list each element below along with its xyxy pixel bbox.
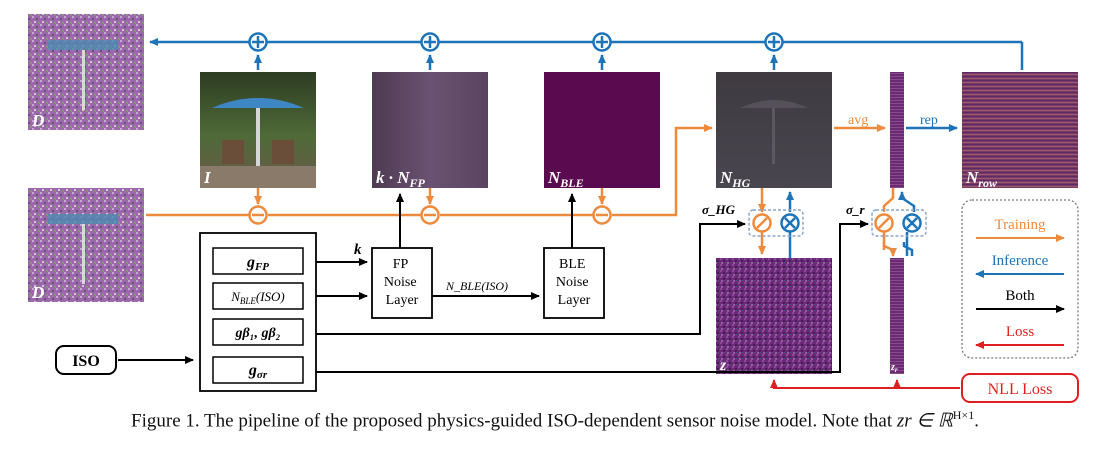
image-kNFP-label: k · NFP bbox=[376, 168, 426, 190]
param-gbeta: gβ₁, gβ₂ bbox=[212, 318, 304, 346]
plus-icon bbox=[592, 32, 612, 52]
params-box: gFP NBLE(ISO) gβ₁, gβ₂ gσr bbox=[199, 232, 317, 392]
param-gsigma: gσr bbox=[212, 356, 304, 384]
image-column-bar-top bbox=[890, 72, 904, 188]
divide-icon bbox=[752, 213, 772, 233]
svg-text:NLL Loss: NLL Loss bbox=[988, 381, 1053, 398]
edge-label-sigma-r: σ_r bbox=[846, 202, 866, 217]
image-zr: zr bbox=[890, 258, 904, 374]
edge-label-avg: avg bbox=[848, 113, 868, 128]
image-D-top-label: D bbox=[31, 111, 44, 130]
svg-text:BLE Noise Layer: BLE Noise Layer bbox=[556, 257, 592, 308]
image-D-top: D bbox=[28, 14, 144, 130]
image-kNFP: k · NFP bbox=[372, 72, 488, 190]
image-I: I bbox=[200, 72, 316, 188]
plus-icon bbox=[420, 32, 440, 52]
fp-noise-layer: FP Noise Layer bbox=[371, 247, 433, 319]
edge-label-nble-iso: N_BLE(ISO) bbox=[445, 279, 508, 293]
inference-top-line bbox=[149, 38, 1024, 70]
image-z-label: z bbox=[719, 357, 727, 374]
figure-caption: Figure 1. The pipeline of the proposed p… bbox=[131, 408, 979, 432]
image-D-bottom-label: D bbox=[31, 283, 44, 302]
multiply-icon bbox=[902, 213, 922, 233]
edge-label-k: k bbox=[354, 242, 362, 258]
svg-text:FP Noise Layer: FP Noise Layer bbox=[384, 257, 420, 308]
op-group-hg bbox=[748, 209, 804, 237]
legend-training: Training bbox=[994, 217, 1046, 233]
edge-label-rep: rep bbox=[920, 113, 938, 128]
image-Nrow-label: Nrow bbox=[965, 168, 998, 190]
nll-loss-box: NLL Loss bbox=[961, 373, 1079, 403]
legend: Training Inference Both Loss bbox=[961, 199, 1079, 359]
minus-icon bbox=[420, 205, 440, 225]
image-NHG: NHG bbox=[716, 72, 832, 190]
minus-icon bbox=[248, 205, 268, 225]
param-gFP: gFP bbox=[212, 247, 304, 275]
image-D-bottom: D bbox=[28, 188, 144, 302]
image-NBLE: NBLE bbox=[544, 72, 660, 190]
image-NBLE-label: NBLE bbox=[547, 168, 584, 190]
edge-label-sigma-hg: σ_HG bbox=[702, 202, 736, 217]
svg-text:gσr: gσr bbox=[248, 362, 268, 381]
multiply-icon bbox=[780, 213, 800, 233]
image-Nrow: Nrow bbox=[962, 72, 1078, 190]
minus-icon bbox=[592, 205, 612, 225]
plus-icon bbox=[764, 32, 784, 52]
loss-paths bbox=[770, 379, 960, 389]
svg-text:gβ₁, gβ₂: gβ₁, gβ₂ bbox=[234, 326, 280, 341]
param-NBLE-ISO: NBLE(ISO) bbox=[212, 282, 304, 310]
svg-text:gFP: gFP bbox=[246, 254, 269, 273]
inference-paths bbox=[786, 124, 958, 258]
svg-text:ISO: ISO bbox=[72, 353, 100, 370]
legend-inference: Inference bbox=[992, 253, 1049, 269]
image-z: z bbox=[716, 258, 832, 374]
minus-icons bbox=[248, 205, 612, 225]
svg-text:NBLE(ISO): NBLE(ISO) bbox=[230, 289, 285, 306]
image-NHG-label: NHG bbox=[719, 168, 751, 190]
legend-loss: Loss bbox=[1006, 324, 1035, 340]
ble-noise-layer: BLE Noise Layer bbox=[543, 247, 605, 319]
training-path bbox=[146, 124, 897, 257]
image-I-label: I bbox=[203, 168, 212, 187]
legend-both: Both bbox=[1005, 288, 1035, 304]
iso-input: ISO bbox=[55, 345, 117, 375]
plus-icons bbox=[248, 32, 784, 52]
divide-icon bbox=[874, 213, 894, 233]
op-group-r bbox=[871, 209, 927, 237]
image-zr-label: zr bbox=[890, 362, 898, 374]
plus-icon bbox=[248, 32, 268, 52]
both-paths bbox=[118, 193, 869, 373]
